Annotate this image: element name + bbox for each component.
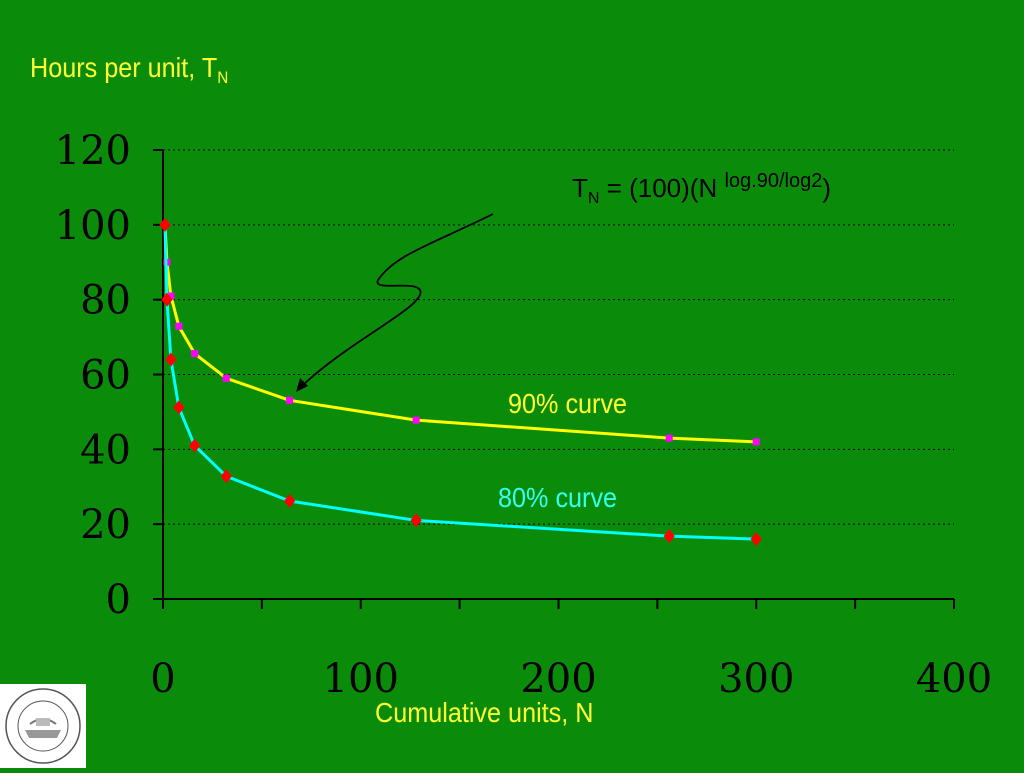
y-axis-title: Hours per unit, TN [30, 52, 229, 87]
grid-lines [163, 149, 954, 525]
series-0-point-9 [752, 438, 760, 446]
series-line-1 [163, 224, 757, 541]
series-1-point-7 [410, 513, 422, 528]
series-label-80: 80% curve [498, 482, 618, 513]
series-1-point-5 [220, 469, 232, 484]
series-0-point-4 [191, 350, 199, 358]
series-1-point-6 [283, 493, 296, 508]
series-1-point-0 [159, 217, 171, 232]
x-axis-title: Cumulative units, N [375, 697, 594, 728]
series-0-point-8 [665, 434, 673, 442]
series-0-point-3 [175, 322, 183, 330]
y-tick-label-80: 80 [80, 278, 131, 324]
tick-labels: 0 20 40 60 80 100 120 0 100 200 300 400 [55, 128, 993, 702]
series-1-point-4 [189, 438, 201, 453]
x-tick-label-100: 100 [323, 656, 399, 702]
annotation-arrow [296, 213, 494, 392]
x-tick-label-400: 400 [916, 656, 992, 702]
series-1-point-9 [750, 532, 762, 547]
series-1-point-8 [663, 529, 675, 544]
series-0-point-7 [412, 416, 420, 424]
university-seal-logo [0, 684, 86, 768]
y-tick-label-100: 100 [55, 203, 131, 249]
series-0-point-2 [167, 292, 175, 300]
series-label-90: 90% curve [508, 388, 628, 419]
series-line-0 [163, 224, 757, 444]
x-tick-label-0: 0 [150, 656, 175, 702]
series-0-point-5 [222, 374, 230, 382]
x-tick-label-300: 300 [718, 656, 794, 702]
y-tick-label-60: 60 [80, 353, 131, 399]
axes [153, 149, 955, 609]
seal-icon [5, 688, 81, 764]
series-group [159, 217, 762, 547]
y-tick-label-40: 40 [80, 427, 131, 473]
y-tick-label-20: 20 [80, 502, 131, 548]
series-1-point-3 [173, 400, 185, 415]
series-1-point-2 [165, 352, 177, 367]
y-tick-label-120: 120 [55, 128, 131, 174]
series-0-point-6 [286, 396, 294, 404]
series-1-point-1 [161, 292, 173, 307]
y-tick-label-0: 0 [106, 577, 131, 623]
x-tick-label-200: 200 [520, 656, 596, 702]
formula-annotation: TN = (100)(N log.90/log2) [572, 170, 831, 207]
